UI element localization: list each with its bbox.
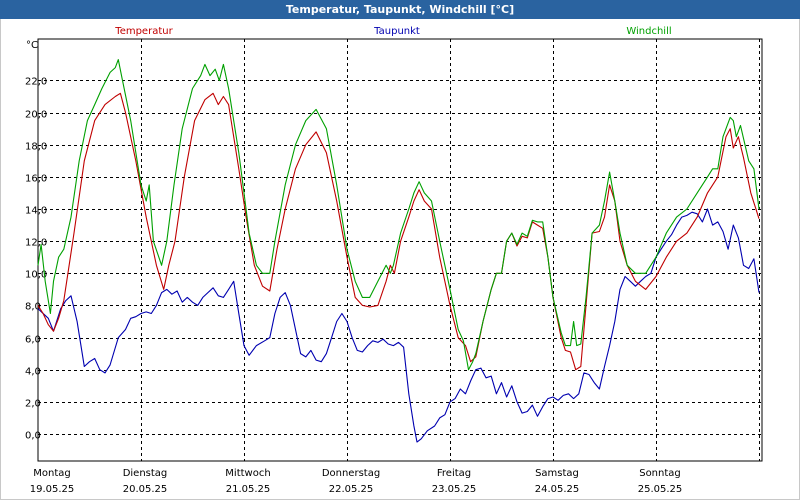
- y-tick-label: 6,0: [25, 335, 41, 346]
- x-tick-day: Sonntag: [639, 468, 681, 479]
- x-tick-day: Montag: [33, 468, 70, 479]
- y-axis-label: °C: [26, 40, 38, 51]
- x-tick-date: 24.05.25: [535, 484, 580, 495]
- series-line-temperatur: [37, 92, 760, 371]
- x-tick-day: Mittwoch: [225, 468, 270, 479]
- x-tick-day: Dienstag: [123, 468, 168, 479]
- y-tick-label: 2,0: [25, 399, 41, 410]
- y-tick-label: 18,0: [25, 142, 47, 153]
- legend-taupunkt: Taupunkt: [373, 26, 420, 37]
- x-tick-date: 22.05.25: [329, 484, 374, 495]
- x-tick-date: 20.05.25: [123, 484, 168, 495]
- y-tick-label: 20,0: [25, 110, 47, 121]
- y-tick-label: 0,0: [25, 431, 41, 442]
- x-tick-date: 21.05.25: [226, 484, 271, 495]
- y-tick-label: 4,0: [25, 367, 41, 378]
- legend-temperatur: Temperatur: [114, 26, 173, 37]
- series-line-windchill: [37, 59, 760, 371]
- plot-area: [37, 38, 763, 462]
- series-line-taupunkt: [37, 208, 760, 443]
- x-tick-date: 23.05.25: [432, 484, 477, 495]
- legend-windchill: Windchill: [626, 26, 671, 37]
- y-tick-label: 12,0: [25, 238, 47, 249]
- y-tick-label: 8,0: [25, 302, 41, 313]
- y-tick-label: 22,0: [25, 77, 47, 88]
- chart-title: Temperatur, Taupunkt, Windchill [°C]: [0, 0, 800, 19]
- x-tick-date: 19.05.25: [30, 484, 75, 495]
- y-tick-label: 10,0: [25, 270, 47, 281]
- x-tick-day: Donnerstag: [322, 468, 380, 479]
- x-tick-day: Freitag: [437, 468, 471, 479]
- y-tick-label: 16,0: [25, 174, 47, 185]
- x-tick-date: 25.05.25: [638, 484, 683, 495]
- x-tick-day: Samstag: [535, 468, 579, 479]
- y-tick-label: 14,0: [25, 206, 47, 217]
